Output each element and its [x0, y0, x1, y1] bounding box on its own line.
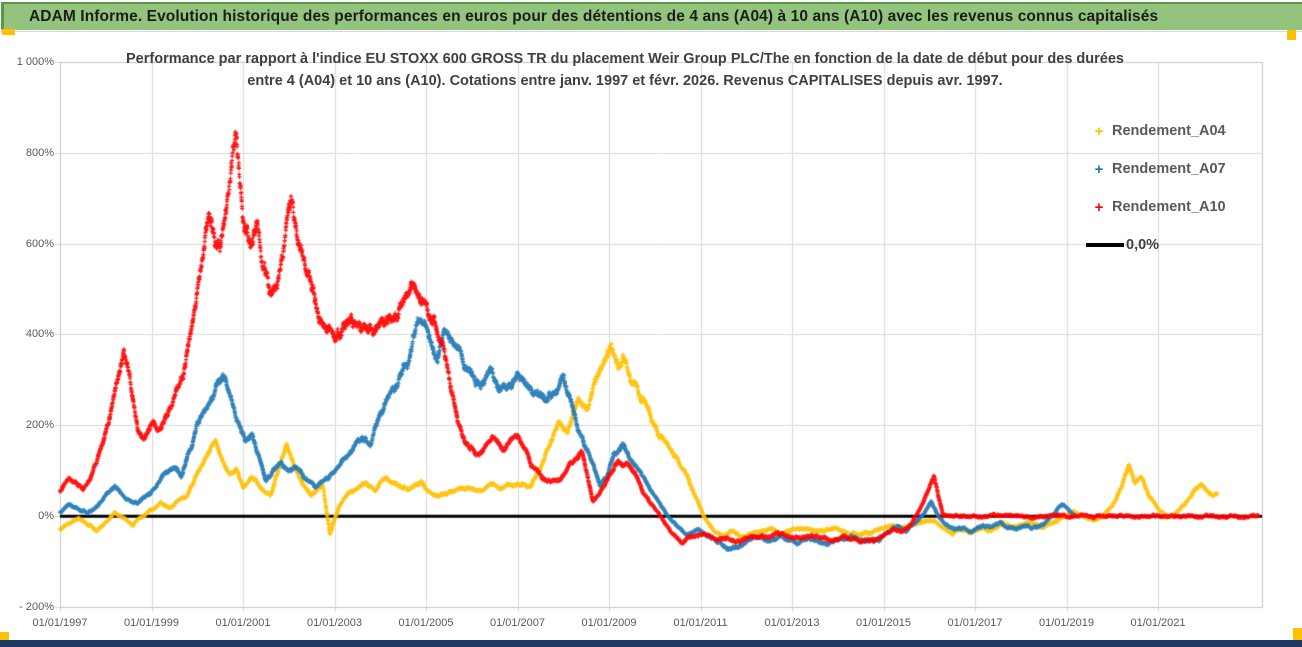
x-tick-label: 01/01/2001 — [215, 617, 271, 629]
legend-label: Rendement_A04 — [1112, 123, 1226, 139]
y-tick-label: - 200% — [19, 601, 54, 614]
chart-title-line2: entre 4 (A04) et 10 ans (A10). Cotations… — [247, 73, 1003, 89]
x-tick-label: 01/01/2007 — [489, 617, 546, 629]
gold-accent-bottom-right — [1293, 628, 1302, 641]
x-tick-label: 01/01/2005 — [398, 617, 454, 629]
plus-marker-icon: + — [1094, 198, 1104, 216]
y-tick-label: 600% — [25, 237, 54, 250]
x-tick-label: 01/01/1997 — [32, 617, 88, 629]
x-tick-label: 01/01/2021 — [1130, 617, 1186, 629]
chart-title: Performance par rapport à l'indice EU ST… — [70, 48, 1180, 92]
x-tick-label: 01/01/1999 — [123, 617, 180, 629]
x-tick-label: 01/01/2011 — [673, 617, 728, 629]
bottom-navy-bar — [0, 640, 1302, 647]
y-tick-label: 200% — [25, 419, 54, 432]
x-tick-label: 01/01/2019 — [1038, 617, 1095, 629]
legend-label: 0,0% — [1126, 237, 1160, 253]
x-tick-label: 01/01/2009 — [581, 617, 637, 629]
x-tick-label: 01/01/2015 — [855, 617, 912, 629]
legend-item-a07[interactable]: + Rendement_A07 — [1086, 156, 1276, 182]
zero-line-swatch — [1086, 243, 1124, 247]
y-tick-label: 1 000% — [16, 55, 54, 68]
gold-accent-top-right — [1287, 30, 1296, 40]
plus-marker-icon: + — [1094, 160, 1104, 178]
x-tick-label: 01/01/2017 — [947, 617, 1003, 629]
x-tick-label: 01/01/2013 — [764, 617, 820, 629]
chart-legend: + Rendement_A04 + Rendement_A07 + Rendem… — [1086, 118, 1276, 270]
chart-title-line1: Performance par rapport à l'indice EU ST… — [126, 51, 1124, 67]
y-tick-label: 0% — [38, 510, 54, 523]
y-tick-label: 800% — [25, 146, 54, 159]
plus-marker-icon: + — [1094, 122, 1104, 140]
gold-accent-bottom-left — [0, 632, 9, 640]
gold-accent-top-left — [2, 29, 15, 35]
legend-label: Rendement_A10 — [1112, 199, 1226, 215]
legend-label: Rendement_A07 — [1112, 161, 1226, 177]
legend-item-zero-line[interactable]: 0,0% — [1086, 232, 1276, 258]
legend-item-a10[interactable]: + Rendement_A10 — [1086, 194, 1276, 220]
legend-item-a04[interactable]: + Rendement_A04 — [1086, 118, 1276, 144]
x-tick-label: 01/01/2003 — [306, 617, 363, 629]
y-tick-label: 400% — [25, 328, 54, 341]
